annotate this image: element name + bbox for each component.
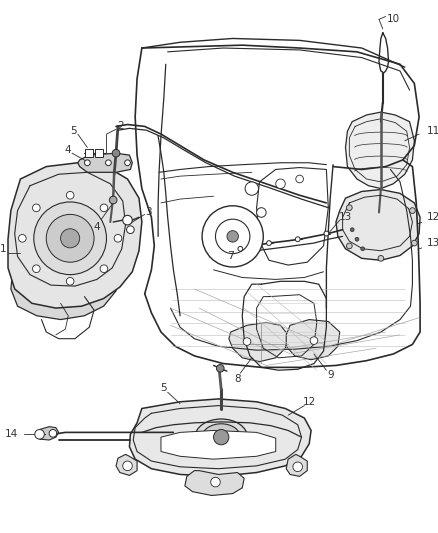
Circle shape: [125, 160, 131, 166]
Circle shape: [411, 240, 417, 246]
Circle shape: [100, 265, 108, 272]
Circle shape: [310, 337, 318, 344]
Circle shape: [112, 149, 120, 157]
Text: 10: 10: [387, 14, 400, 25]
Text: 12: 12: [303, 397, 316, 407]
Polygon shape: [8, 163, 142, 308]
Circle shape: [296, 175, 304, 183]
Text: 14: 14: [5, 429, 18, 439]
Circle shape: [123, 215, 132, 225]
Text: 5: 5: [161, 383, 167, 393]
Text: 7: 7: [227, 251, 234, 261]
Polygon shape: [229, 322, 288, 361]
Circle shape: [127, 226, 134, 233]
Circle shape: [216, 365, 224, 372]
Text: 3: 3: [145, 207, 152, 217]
Circle shape: [34, 202, 106, 274]
Bar: [85, 149, 93, 157]
Circle shape: [66, 191, 74, 199]
Bar: [95, 149, 102, 157]
Circle shape: [35, 430, 44, 439]
Text: 12: 12: [427, 212, 438, 222]
Circle shape: [267, 241, 272, 246]
Text: 9: 9: [327, 370, 333, 380]
Circle shape: [214, 430, 229, 445]
Text: 13: 13: [339, 212, 352, 222]
Text: 4: 4: [94, 222, 100, 232]
Text: 11: 11: [427, 126, 438, 136]
Circle shape: [355, 237, 359, 241]
Circle shape: [211, 478, 220, 487]
Circle shape: [202, 206, 263, 267]
Polygon shape: [36, 426, 59, 440]
Circle shape: [238, 223, 246, 231]
Circle shape: [276, 179, 285, 189]
Polygon shape: [161, 431, 276, 459]
Polygon shape: [60, 41, 422, 366]
Text: 2: 2: [117, 122, 124, 132]
Text: 13: 13: [427, 238, 438, 248]
Polygon shape: [11, 255, 118, 320]
Polygon shape: [286, 454, 307, 477]
Circle shape: [49, 430, 57, 437]
Polygon shape: [116, 454, 137, 475]
Ellipse shape: [202, 424, 240, 450]
Circle shape: [18, 235, 26, 242]
Circle shape: [257, 208, 266, 217]
Circle shape: [243, 338, 251, 345]
Circle shape: [46, 214, 94, 262]
Polygon shape: [129, 399, 311, 477]
Polygon shape: [286, 320, 340, 360]
Circle shape: [100, 204, 108, 212]
Circle shape: [410, 208, 415, 213]
Circle shape: [60, 229, 80, 248]
Polygon shape: [185, 471, 244, 496]
Circle shape: [245, 182, 258, 195]
Polygon shape: [336, 190, 420, 260]
Circle shape: [123, 461, 132, 471]
Text: 1: 1: [0, 244, 6, 254]
Text: 4: 4: [65, 146, 71, 155]
Circle shape: [293, 462, 303, 472]
Circle shape: [346, 205, 352, 211]
Circle shape: [324, 231, 329, 236]
Text: 5: 5: [71, 126, 77, 136]
Circle shape: [114, 235, 122, 242]
Circle shape: [378, 255, 384, 261]
Circle shape: [85, 160, 90, 166]
Circle shape: [215, 219, 250, 254]
Circle shape: [227, 231, 238, 242]
Circle shape: [106, 160, 111, 166]
Circle shape: [346, 243, 352, 249]
Polygon shape: [346, 112, 414, 189]
Circle shape: [110, 196, 117, 204]
Circle shape: [295, 237, 300, 241]
Text: 8: 8: [234, 374, 241, 384]
Circle shape: [32, 204, 40, 212]
Circle shape: [32, 265, 40, 272]
Ellipse shape: [195, 419, 247, 455]
Circle shape: [66, 278, 74, 285]
Circle shape: [238, 246, 243, 251]
Polygon shape: [78, 153, 132, 172]
Circle shape: [350, 228, 354, 232]
Circle shape: [361, 247, 364, 251]
